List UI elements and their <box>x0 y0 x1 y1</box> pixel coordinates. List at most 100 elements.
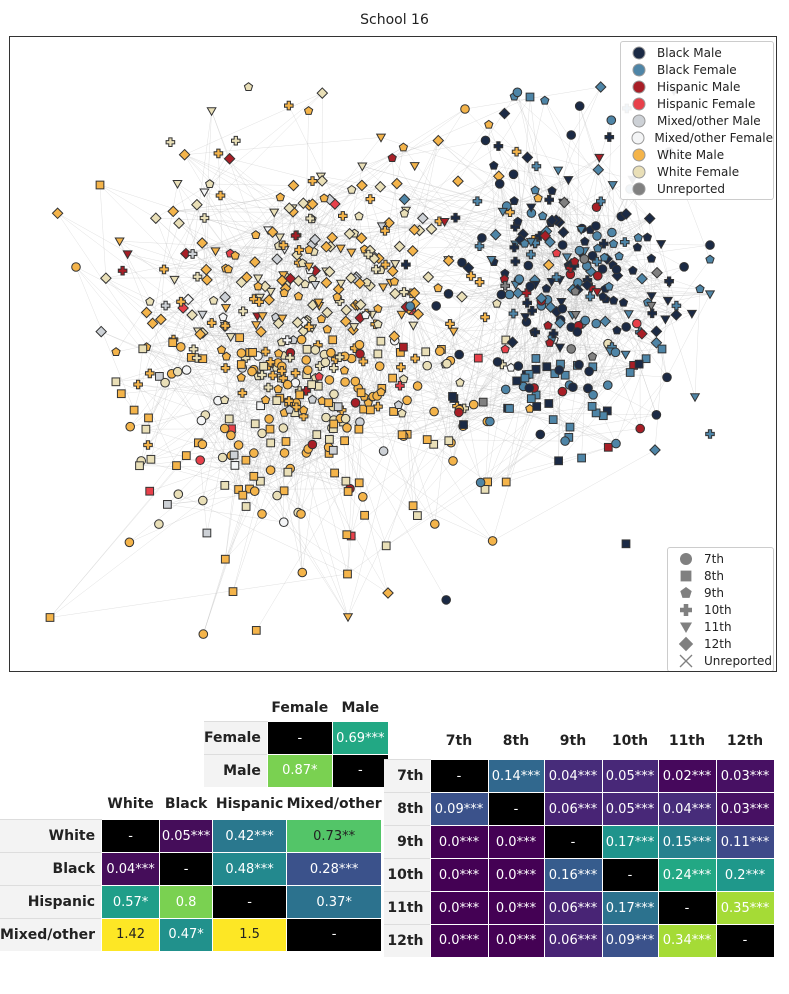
network-node <box>557 240 568 250</box>
network-node <box>641 354 651 364</box>
network-node <box>251 230 261 239</box>
network-node <box>304 244 314 254</box>
network-node <box>484 119 494 129</box>
legend-item-white-male: White Male <box>621 146 773 163</box>
network-node <box>220 481 230 490</box>
network-node <box>325 435 334 444</box>
network-node <box>324 375 335 385</box>
network-node <box>576 225 587 236</box>
table-row: 11th 0.0*** 0.0*** 0.06*** 0.17*** -0.35*** <box>384 891 775 925</box>
network-node <box>611 438 621 449</box>
legend-label: Hispanic Male <box>657 79 741 94</box>
network-node <box>512 87 523 98</box>
legend-label: 7th <box>704 551 724 566</box>
network-node <box>399 342 408 352</box>
row-header-8th: 8th <box>384 792 430 826</box>
network-node <box>448 327 459 337</box>
network-node <box>236 372 246 382</box>
network-node <box>279 288 289 297</box>
network-node <box>671 300 682 311</box>
network-node <box>445 319 455 329</box>
network-node <box>265 357 276 367</box>
table-cell: 0.8 <box>159 885 214 919</box>
network-node <box>249 486 260 497</box>
network-node <box>620 208 632 220</box>
network-node <box>241 455 251 465</box>
column-header-black: Black <box>164 796 208 812</box>
network-node <box>340 436 349 446</box>
network-node <box>572 327 583 337</box>
network-node <box>235 276 248 289</box>
network-node <box>354 298 367 311</box>
network-node <box>219 423 230 434</box>
network-node <box>513 361 524 371</box>
network-node <box>650 325 663 338</box>
network-node <box>275 192 285 202</box>
network-node <box>291 316 304 329</box>
network-node <box>408 223 421 236</box>
network-node <box>396 362 406 373</box>
table-cell: 0.37* <box>286 885 383 919</box>
table-cell: 1.5 <box>212 918 288 952</box>
table-cell: - <box>543 825 603 859</box>
network-node <box>373 401 383 412</box>
network-node <box>474 277 485 287</box>
network-node <box>181 365 192 375</box>
network-node <box>376 336 386 346</box>
network-node <box>230 461 240 470</box>
legend-item-mixed-other-male: Mixed/other Male <box>621 112 773 129</box>
network-node <box>356 388 366 398</box>
network-node <box>512 376 522 386</box>
network-node <box>337 211 348 221</box>
network-node <box>329 419 339 429</box>
network-node <box>293 291 304 301</box>
table-cell: - <box>429 759 489 793</box>
network-node <box>574 245 585 256</box>
network-node <box>618 297 629 307</box>
network-node <box>294 245 304 255</box>
network-node <box>200 263 213 276</box>
network-node <box>186 309 198 321</box>
network-node <box>590 221 601 231</box>
table-cell: 0.04*** <box>101 852 161 886</box>
network-node <box>493 141 504 151</box>
network-node <box>301 355 312 365</box>
column-header-11th: 11th <box>668 733 706 749</box>
network-node <box>531 364 541 374</box>
network-node <box>195 455 205 466</box>
column-header-12th: 12th <box>726 733 764 749</box>
network-node <box>172 461 181 470</box>
table-cell: 0.0*** <box>429 858 489 892</box>
network-node <box>383 217 395 229</box>
network-node <box>265 287 276 297</box>
network-node <box>328 335 338 345</box>
network-node <box>561 253 573 263</box>
table-row: 9th 0.0*** 0.0*** -0.17*** 0.15*** 0.11*** <box>384 825 775 859</box>
column-header-male: Male <box>341 700 380 716</box>
legend-item-8th: 8th <box>668 567 773 584</box>
network-node <box>412 308 425 321</box>
network-node <box>249 448 259 458</box>
network-node <box>504 289 515 300</box>
network-node <box>543 320 553 330</box>
network-node <box>255 325 267 338</box>
network-node <box>389 276 400 286</box>
network-node <box>314 371 324 381</box>
table-cell: 0.34*** <box>657 924 717 958</box>
network-node <box>278 423 289 433</box>
network-node <box>272 396 282 405</box>
network-node <box>347 184 357 194</box>
network-node <box>302 344 312 354</box>
network-node <box>285 352 295 363</box>
network-node <box>670 309 683 321</box>
network-node <box>554 343 566 353</box>
network-node <box>636 327 648 340</box>
network-node <box>197 310 208 320</box>
network-node <box>114 237 125 247</box>
network-node <box>542 362 552 372</box>
network-node <box>553 166 564 176</box>
table-cell: 0.24*** <box>657 858 717 892</box>
network-node <box>608 238 619 248</box>
network-node <box>597 264 608 274</box>
network-node <box>530 185 540 195</box>
